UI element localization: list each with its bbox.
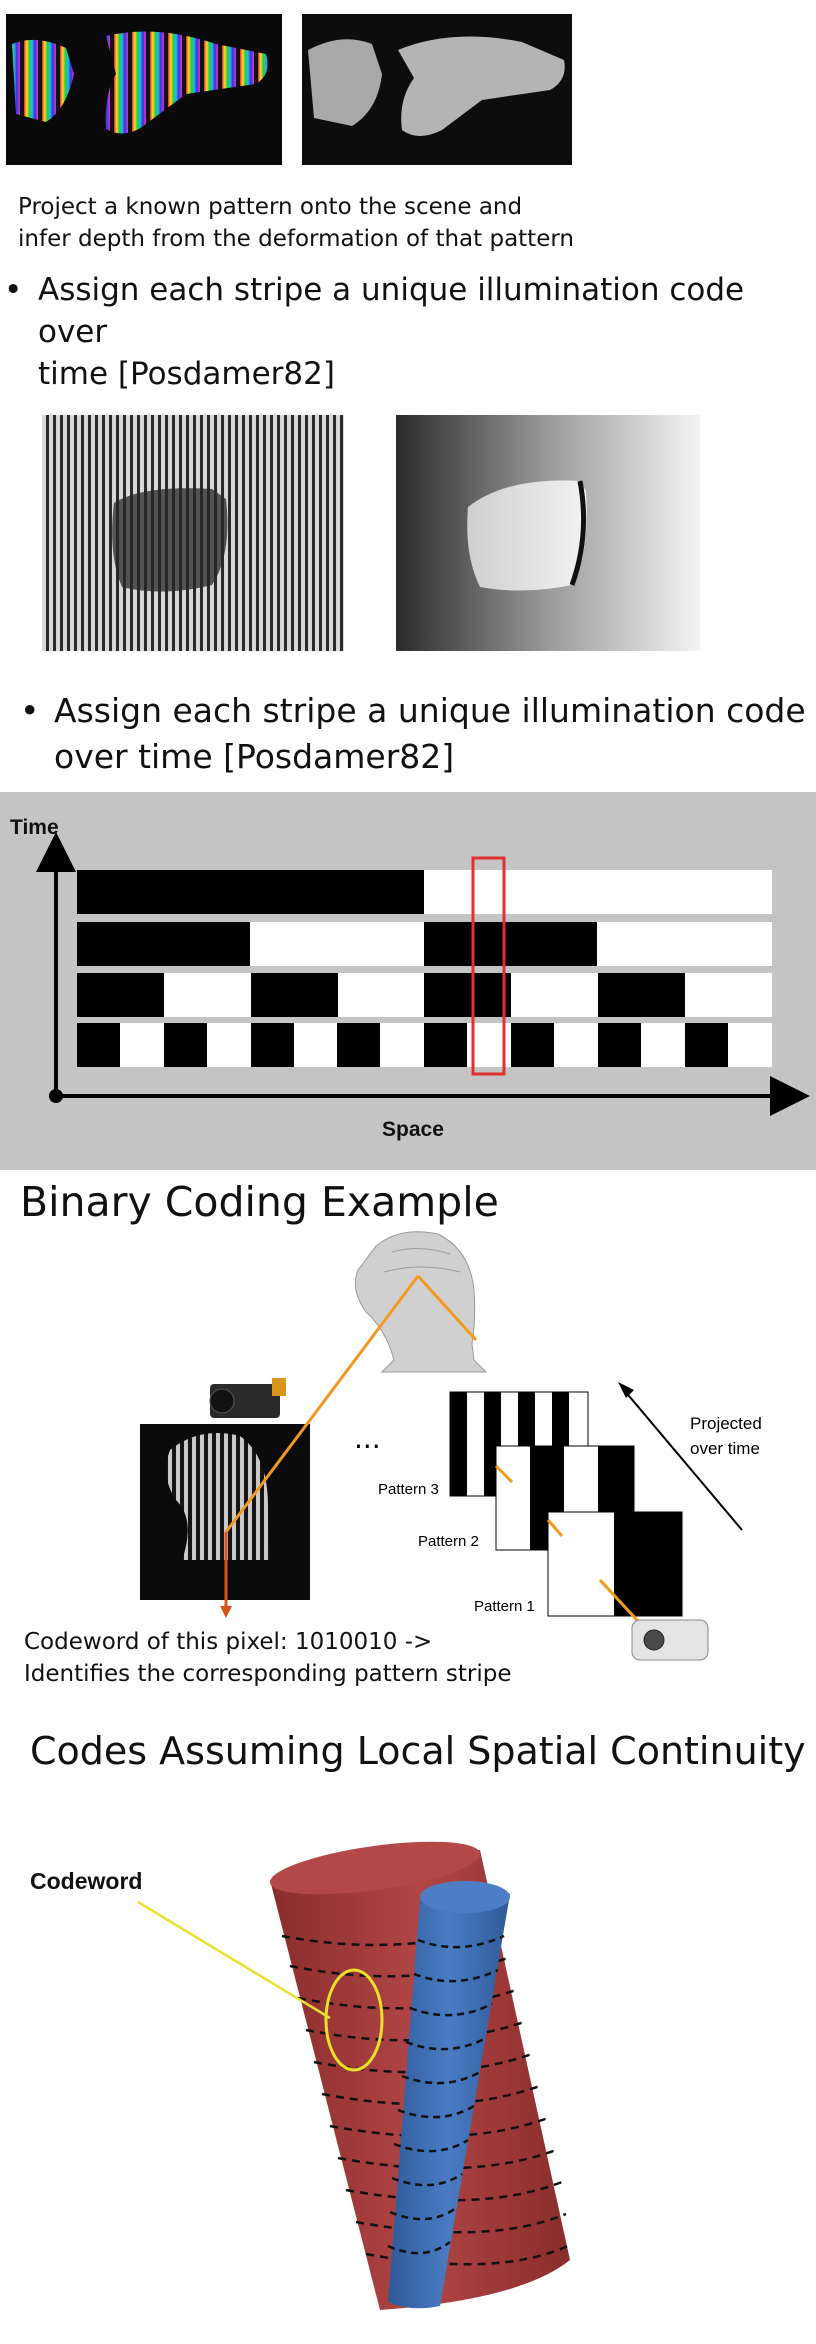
blue-cylinder	[387, 1881, 510, 2309]
binary-coding-diagram: ... Projected over time Pattern 3 Patter…	[140, 1231, 762, 1661]
pattern-2-label: Pattern 2	[418, 1533, 479, 1550]
pattern-1-label: Pattern 1	[474, 1598, 535, 1615]
pattern-row-2	[77, 922, 772, 966]
space-axis-label: Space	[382, 1118, 444, 1141]
spatial-continuity-title: Codes Assuming Local Spatial Continuity	[30, 1729, 806, 1773]
highlighted-column	[471, 856, 506, 1076]
bullet-line-2: over time [Posdamer82]	[54, 737, 455, 776]
camera-icon	[209, 1378, 286, 1418]
bullet-line-2: time [Posdamer82]	[38, 356, 335, 392]
codeword-marker-ellipse	[324, 1968, 384, 2072]
codeword-line-1: Codeword of this pixel: 1010010 ->	[24, 1629, 433, 1655]
pattern-row-3	[77, 973, 772, 1017]
bullet-dot: •	[20, 691, 40, 730]
axis-origin	[49, 1089, 63, 1103]
cylinders-illustration	[137, 1841, 570, 2310]
pattern-3-label: Pattern 3	[378, 1481, 439, 1498]
bullet-line-1: Assign each stripe a unique illumination…	[54, 691, 806, 730]
pattern-row-1	[77, 870, 772, 914]
striped-object-image	[42, 415, 344, 651]
ray-pattern-2	[546, 1519, 564, 1537]
time-axis-label: Time	[10, 816, 59, 839]
codeword-label: Codeword	[30, 1868, 143, 1894]
striped-hands-image	[6, 14, 282, 165]
ray-camera-to-statue	[224, 1275, 420, 1533]
depth-map-image	[396, 415, 700, 651]
ellipsis-dots: ...	[354, 1422, 381, 1455]
codeword-line-2: Identifies the corresponding pattern str…	[24, 1661, 512, 1687]
horse-statue	[354, 1231, 488, 1373]
bullet-line-1: Assign each stripe a unique illumination…	[38, 272, 745, 350]
depth-map-graphic	[396, 415, 700, 651]
time-arrow-head	[618, 1382, 634, 1398]
caption-line-2: infer depth from the deformation of that…	[18, 226, 574, 252]
depth-hands-image	[302, 14, 572, 165]
codeword-pointer-line	[137, 1900, 331, 2020]
timeline-graphic	[36, 832, 810, 1116]
caption-line-1: Project a known pattern onto the scene a…	[18, 194, 523, 220]
binary-coding-title: Binary Coding Example	[20, 1178, 499, 1226]
ray-pattern-3	[494, 1464, 514, 1484]
timeline-diagram: Time Space	[0, 792, 816, 1170]
projected-label-line2: over time	[690, 1439, 760, 1458]
striped-horse-image	[140, 1424, 310, 1600]
depth-hands-graphic	[308, 36, 565, 136]
projected-label-line1: Projected	[690, 1414, 762, 1433]
pattern-row-4	[77, 1023, 772, 1067]
time-arrow	[623, 1389, 743, 1531]
ray-statue-to-projector	[416, 1274, 478, 1342]
ray-arrowhead	[220, 1606, 232, 1618]
striped-hands-graphic	[12, 31, 268, 134]
pattern-stack	[449, 1391, 683, 1617]
projector-icon	[631, 1619, 709, 1661]
striped-object-graphic	[42, 415, 344, 651]
bullet-dot: •	[4, 272, 23, 308]
